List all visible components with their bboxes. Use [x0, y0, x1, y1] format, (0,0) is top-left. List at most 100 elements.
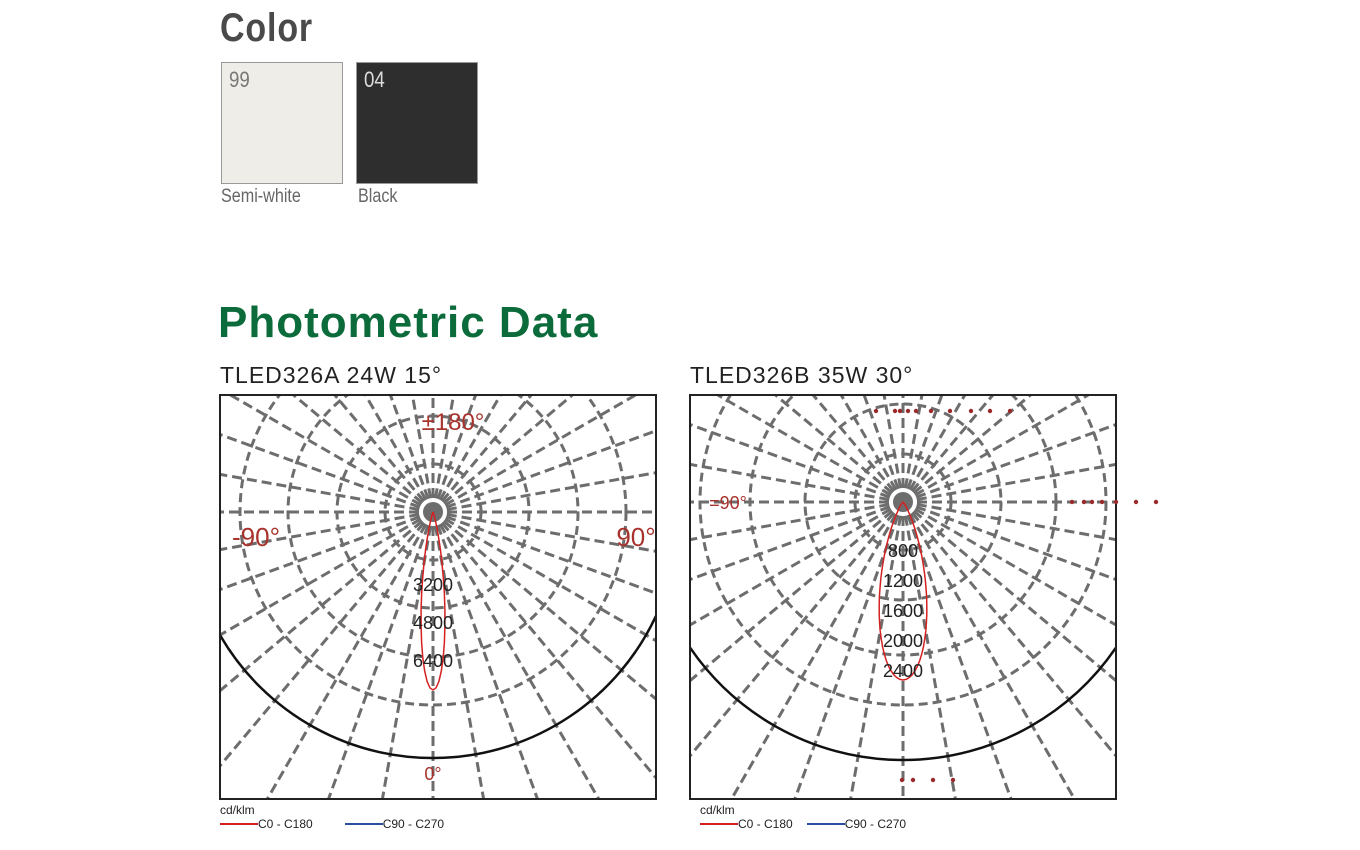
grid-spoke [862, 395, 900, 490]
swatch-label: Semi-white [221, 186, 301, 207]
grid-spoke [364, 395, 428, 501]
grid-spoke [442, 519, 656, 701]
grid-spoke [690, 423, 891, 499]
grid-spoke [793, 514, 900, 799]
angle-label-left: -90° [232, 522, 280, 552]
marker-dot [905, 408, 911, 414]
grid-spoke [906, 395, 944, 490]
color-swatch-black[interactable]: 04 [356, 62, 478, 184]
grid-spoke [730, 513, 898, 799]
grid-spoke [440, 395, 533, 503]
marker-dot [1081, 499, 1087, 505]
grid-spoke [220, 515, 421, 591]
marker-dot [1153, 499, 1159, 505]
swatch-code: 04 [364, 67, 385, 92]
grid-spoke [292, 395, 424, 505]
grid-spoke [812, 395, 896, 493]
outer-arc [220, 615, 656, 760]
grid-spoke [916, 462, 1116, 502]
intensity-curve-c0-c180 [878, 501, 928, 681]
grid-spoke [438, 523, 600, 799]
chart-frame [219, 394, 657, 800]
radial-tick-label: 1200 [883, 571, 923, 591]
grid-spoke [444, 395, 637, 507]
grid-spoke [908, 513, 1076, 799]
grid-spoke [690, 462, 890, 502]
polar-chart-tled326a: 3200 4800 6400 ±180° -90° 90° 0° [219, 394, 657, 800]
grid-spoke [436, 524, 539, 799]
grid-spoke [446, 512, 656, 553]
marker-dot [897, 408, 903, 414]
radial-tick-label: 6400 [413, 651, 453, 671]
grid-spoke [220, 433, 421, 509]
grid-spoke [849, 515, 903, 799]
grid-spoke [220, 472, 420, 512]
grid-spoke [903, 395, 924, 489]
grid-spoke [910, 395, 994, 493]
radial-tick-label: 4800 [413, 613, 453, 633]
color-swatch-semi-white[interactable]: 99 [221, 62, 343, 184]
marker-dot [930, 777, 936, 783]
marker-dot [1089, 499, 1095, 505]
legend-series-c90: C90 - C270 [382, 817, 445, 831]
grid-spoke [914, 507, 1116, 627]
grid-spoke [690, 507, 892, 627]
marker-dot [950, 777, 956, 783]
grid-spoke [912, 509, 1116, 682]
polar-grid [690, 395, 1116, 799]
chart-title: TLED326A 24W 15° [220, 362, 443, 388]
grid-spoke [915, 505, 1116, 581]
grid-spoke [220, 521, 426, 767]
angle-label-right: 90° [616, 522, 655, 552]
marker-dot [1133, 499, 1139, 505]
grid-spoke [229, 395, 422, 507]
grid-spoke [690, 502, 890, 542]
marker-dot [899, 777, 905, 783]
grid-ring [286, 395, 580, 659]
radial-tick-label: 1600 [883, 601, 923, 621]
chart-frame [689, 394, 1117, 800]
grid-spoke [916, 502, 1116, 542]
grid-spoke [839, 395, 898, 491]
grid-spoke [388, 395, 430, 500]
legend-series-c0: C0 - C180 [258, 817, 313, 831]
grid-spoke [444, 517, 656, 642]
intensity-curve-c0-c180 [420, 511, 446, 691]
outer-arc [690, 646, 1116, 762]
grid-spoke [446, 471, 656, 512]
grid-spoke [690, 505, 891, 581]
swatch-code: 99 [229, 67, 250, 92]
legend-line-red [220, 823, 258, 825]
grid-spoke [690, 509, 894, 682]
grid-spoke [410, 395, 433, 499]
grid-spoke [903, 515, 957, 799]
radial-tick-label: 800 [888, 541, 918, 561]
grid-spoke [438, 395, 502, 501]
marker-dot [910, 777, 916, 783]
grid-spoke [440, 521, 656, 779]
grid-spoke [445, 515, 656, 595]
polar-chart-tled326b: 800 1200 1600 2000 2400 =90° [689, 394, 1159, 800]
radial-tick-label: 3200 [413, 575, 453, 595]
legend-series-c90: C90 - C270 [844, 817, 907, 831]
polar-grid [220, 395, 656, 799]
chart-title: TLED326B 35W 30° [690, 362, 914, 388]
marker-dot [947, 408, 953, 414]
legend: cd/klm C0 - C180 C90 - C270 [220, 803, 444, 831]
angle-label-bottom: 0° [424, 764, 441, 784]
grid-spoke [690, 511, 896, 757]
marker-dot [1099, 499, 1105, 505]
marker-dot [913, 408, 919, 414]
grid-spoke [716, 395, 892, 497]
grid-spoke [442, 395, 574, 505]
grid-spoke [220, 517, 422, 637]
legend-series-c0: C0 - C180 [738, 817, 793, 831]
marker-dot [1069, 499, 1075, 505]
grid-spoke [220, 512, 420, 552]
grid-spoke [436, 395, 478, 500]
grid-spoke [327, 524, 430, 799]
grid-ring [238, 395, 628, 707]
legend-line-blue [344, 823, 383, 825]
angle-label-left: =90° [709, 493, 747, 513]
marker-dot [892, 408, 898, 414]
